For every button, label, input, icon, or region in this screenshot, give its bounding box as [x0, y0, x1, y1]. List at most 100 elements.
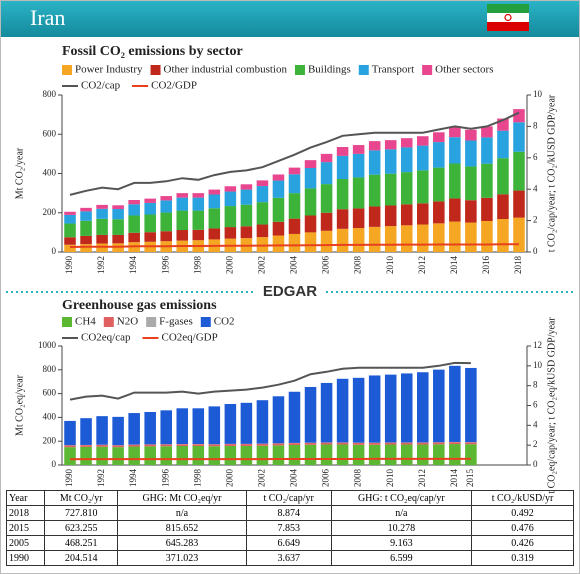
bar-segment — [400, 204, 413, 226]
bar-segment — [112, 205, 124, 210]
table-cell: GHG: t CO₂eq/cap/yr — [330, 490, 473, 506]
y2-tick-label: 8 — [533, 120, 538, 130]
y-axis-title: Mt CO₂/year — [14, 147, 25, 199]
bar-segment — [96, 243, 108, 252]
legend-swatch — [422, 65, 433, 75]
bar-segment — [96, 204, 108, 209]
legend-label: Buildings — [308, 64, 351, 76]
bar-segment — [208, 208, 221, 229]
bar-segment — [433, 132, 445, 143]
y-tick-label: 600 — [43, 128, 57, 138]
bar-segment — [288, 443, 301, 446]
line-series — [69, 243, 519, 248]
bar-segment — [465, 222, 477, 252]
bar-segment — [80, 418, 92, 445]
table-row: 1990 204.514 371.023 3.637 6.599 0.319 — [5, 550, 574, 566]
table-cell: t CO₂/cap/yr — [245, 490, 332, 506]
bar-segment — [80, 211, 92, 221]
table-cell: GHG: Mt CO₂eq/yr — [117, 490, 247, 506]
bar-segment — [433, 444, 445, 465]
table-cell: 9.163 — [330, 535, 473, 551]
bar-segment — [417, 145, 429, 171]
bar-segment — [64, 223, 76, 238]
bar-segment — [96, 208, 108, 219]
x-tick-label: 2008 — [353, 256, 363, 275]
bar-segment — [112, 445, 124, 448]
bar-segment — [465, 166, 477, 201]
bar-segment — [465, 367, 477, 443]
bar-segment — [240, 445, 253, 465]
bar-segment — [192, 197, 205, 211]
y-tick-label: 800 — [43, 364, 57, 374]
bar-segment — [288, 167, 301, 175]
bar-segment — [513, 190, 525, 218]
bar-segment — [320, 444, 333, 465]
bar-segment — [368, 442, 381, 445]
bar-segment — [256, 180, 269, 187]
bar-segment — [208, 228, 221, 240]
bar-segment — [80, 235, 92, 245]
bar-segment — [368, 206, 381, 227]
bar-segment — [384, 205, 397, 227]
bar-segment — [176, 230, 189, 241]
bar-segment — [304, 160, 317, 169]
x-tick-label: 2012 — [417, 256, 427, 274]
y2-tick-label: 2 — [533, 439, 538, 449]
x-tick-label: 2008 — [353, 469, 363, 488]
bar-segment — [256, 202, 269, 225]
bar-segment — [96, 446, 108, 465]
bar-segment — [368, 226, 381, 252]
bar-segment — [433, 442, 445, 445]
table-cell: Mt CO₂/yr — [44, 490, 119, 506]
legend-label: Other sectors — [435, 64, 493, 76]
bar-segment — [449, 221, 461, 252]
bar-segment — [449, 126, 461, 138]
bar-segment — [384, 226, 397, 252]
bar-segment — [288, 233, 301, 252]
table-cell: 623.255 — [44, 520, 119, 536]
x-tick-label: 2015 — [465, 469, 475, 488]
x-tick-label: 1996 — [160, 256, 170, 275]
bar-segment — [368, 174, 381, 207]
bar-segment — [497, 158, 509, 195]
legend-swatch — [150, 65, 161, 75]
bar-segment — [288, 193, 301, 219]
bar-segment — [384, 374, 397, 443]
x-tick-label: 1992 — [96, 256, 106, 274]
bar-segment — [160, 444, 172, 447]
bar-segment — [224, 404, 237, 444]
x-tick-label: 1996 — [160, 469, 170, 488]
y-tick-label: 800 — [43, 89, 57, 99]
table-cell: 2015 — [5, 520, 46, 536]
bar-segment — [352, 377, 365, 443]
bar-segment — [400, 147, 413, 173]
bar-segment — [449, 163, 461, 199]
bar-segment — [449, 444, 461, 465]
bar-segment — [144, 446, 156, 465]
bar-segment — [144, 198, 156, 203]
bar-segment — [433, 142, 445, 168]
bar-segment — [208, 444, 221, 447]
x-tick-label: 1998 — [192, 256, 202, 275]
bar-segment — [449, 365, 461, 442]
bar-segment — [449, 198, 461, 222]
bar-segment — [304, 442, 317, 445]
bar-segment — [64, 445, 76, 448]
bar-segment — [208, 406, 221, 445]
y-tick-label: 200 — [43, 435, 57, 445]
bar-segment — [304, 232, 317, 252]
table-cell: 2005 — [5, 535, 46, 551]
header-bar — [1, 1, 579, 37]
bar-segment — [384, 140, 397, 150]
table-cell: 8.874 — [245, 505, 332, 521]
bar-segment — [256, 443, 269, 446]
bar-segment — [497, 194, 509, 220]
bar-segment — [320, 153, 333, 163]
chart-title: Fossil CO₂ emissions by sector — [62, 44, 243, 59]
y2-tick-label: 8 — [533, 380, 538, 390]
bar-segment — [224, 445, 237, 465]
bar-segment — [64, 211, 76, 215]
bar-segment — [112, 447, 124, 465]
y-axis-title: Mt CO₂eq/year — [14, 374, 25, 436]
bar-segment — [481, 220, 493, 252]
